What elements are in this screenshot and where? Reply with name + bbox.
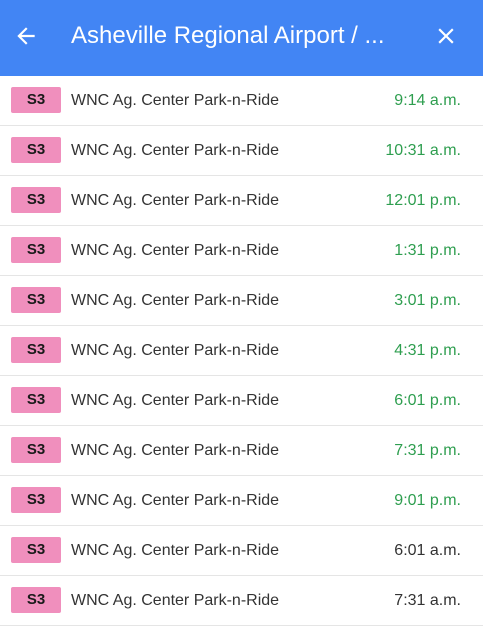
departure-time: 1:31 p.m. — [394, 242, 461, 259]
route-badge: S3 — [11, 537, 61, 563]
departure-row[interactable]: S3 WNC Ag. Center Park-n-Ride 9:01 p.m. — [0, 476, 483, 526]
departure-time: 7:31 a.m. — [394, 592, 461, 609]
stop-name: WNC Ag. Center Park-n-Ride — [71, 192, 280, 209]
departure-list: S3 WNC Ag. Center Park-n-Ride 9:14 a.m. S3 W… — [0, 76, 483, 626]
departure-row[interactable]: S3 WNC Ag. Center Park-n-Ride 4:31 p.m. — [0, 326, 483, 376]
route-badge: S3 — [11, 387, 61, 413]
departure-row[interactable]: S3 WNC Ag. Center Park-n-Ride 7:31 p.m. — [0, 426, 483, 476]
route-badge: S3 — [11, 437, 61, 463]
departure-time: 3:01 p.m. — [394, 292, 461, 309]
departure-row[interactable]: S3 WNC Ag. Center Park-n-Ride 9:14 a.m. — [0, 76, 483, 126]
departure-row[interactable]: S3 WNC Ag. Center Park-n-Ride 7:31 a.m. — [0, 576, 483, 626]
stop-name: WNC Ag. Center Park-n-Ride — [71, 292, 280, 309]
close-button[interactable] — [426, 14, 466, 58]
close-icon — [438, 28, 454, 44]
departure-row[interactable]: S3 WNC Ag. Center Park-n-Ride 12:01 p.m. — [0, 176, 483, 226]
departure-row[interactable]: S3 WNC Ag. Center Park-n-Ride 3:01 p.m. — [0, 276, 483, 326]
stop-name: WNC Ag. Center Park-n-Ride — [71, 92, 280, 109]
page-title: Asheville Regional Airport / ... — [71, 22, 385, 49]
departure-row[interactable]: S3 WNC Ag. Center Park-n-Ride 10:31 a.m. — [0, 126, 483, 176]
departure-row[interactable]: S3 WNC Ag. Center Park-n-Ride 1:31 p.m. — [0, 226, 483, 276]
departure-time: 12:01 p.m. — [385, 192, 461, 209]
stop-name: WNC Ag. Center Park-n-Ride — [71, 392, 280, 409]
departure-time: 10:31 a.m. — [385, 142, 461, 159]
route-badge: S3 — [11, 487, 61, 513]
stop-name: WNC Ag. Center Park-n-Ride — [71, 442, 280, 459]
route-badge: S3 — [11, 237, 61, 263]
route-badge: S3 — [11, 137, 61, 163]
departure-time: 6:01 p.m. — [394, 392, 461, 409]
departure-time: 6:01 a.m. — [394, 542, 461, 559]
route-badge: S3 — [11, 187, 61, 213]
departure-row[interactable]: S3 WNC Ag. Center Park-n-Ride 6:01 a.m. — [0, 526, 483, 576]
back-button[interactable] — [8, 14, 44, 58]
route-badge: S3 — [11, 87, 61, 113]
stop-name: WNC Ag. Center Park-n-Ride — [71, 542, 280, 559]
departure-time: 7:31 p.m. — [394, 442, 461, 459]
arrow-left-icon — [17, 27, 35, 45]
route-badge: S3 — [11, 587, 61, 613]
route-badge: S3 — [11, 287, 61, 313]
departure-row[interactable]: S3 WNC Ag. Center Park-n-Ride 6:01 p.m. — [0, 376, 483, 426]
stop-name: WNC Ag. Center Park-n-Ride — [71, 242, 280, 259]
stop-name: WNC Ag. Center Park-n-Ride — [71, 592, 280, 609]
stop-name: WNC Ag. Center Park-n-Ride — [71, 492, 280, 509]
departure-time: 9:14 a.m. — [394, 92, 461, 109]
route-badge: S3 — [11, 337, 61, 363]
departure-time: 4:31 p.m. — [394, 342, 461, 359]
stop-name: WNC Ag. Center Park-n-Ride — [71, 342, 280, 359]
app-header: Asheville Regional Airport / ... — [0, 0, 483, 76]
departure-time: 9:01 p.m. — [394, 492, 461, 509]
stop-name: WNC Ag. Center Park-n-Ride — [71, 142, 280, 159]
